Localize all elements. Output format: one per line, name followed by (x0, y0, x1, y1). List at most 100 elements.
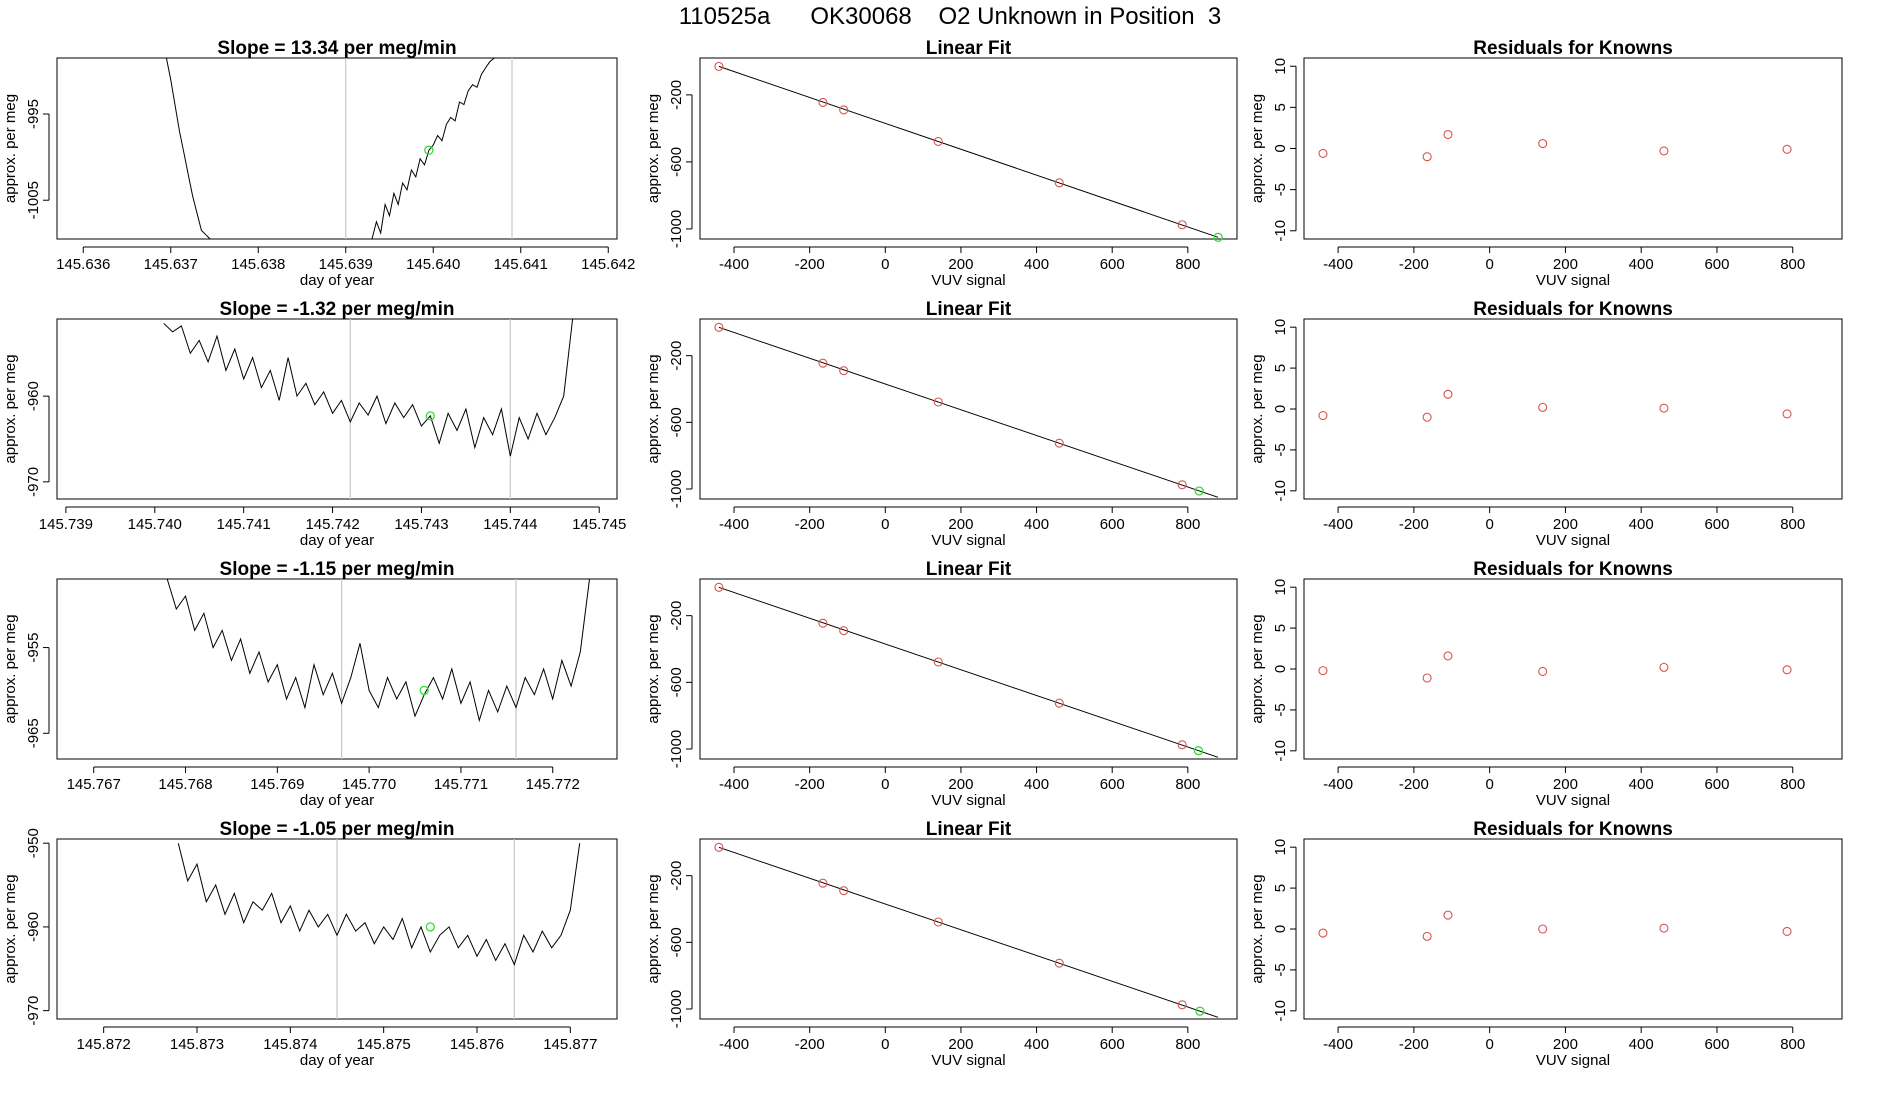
r3-resid-known-point (1538, 666, 1548, 677)
r1-resid-known-point (1318, 148, 1328, 158)
r3-resid-known-point (1659, 662, 1669, 672)
r4-trace-x-tick-label: 145.877 (543, 1036, 597, 1053)
r1-resid-xlabel: VUV signal (1536, 272, 1610, 289)
r1-trace-x-tick-label: 145.641 (494, 256, 548, 273)
r4-fit-known-point (714, 842, 724, 852)
r3-trace-title: Slope = -1.15 per meg/min (220, 559, 455, 580)
r1-trace-xlabel: day of year (300, 272, 374, 289)
r1-fit-ylabel: approx. per meg (645, 94, 662, 203)
r1-fit-known-point (1177, 220, 1187, 230)
r2-fit-x-tick-label: -200 (795, 516, 825, 533)
r3-resid-known-point (1318, 666, 1328, 676)
r1-trace-unknown-point (424, 145, 434, 155)
r4-trace-x-tick-label: 145.873 (170, 1036, 224, 1053)
r3-resid-x-tick-label: -400 (1323, 776, 1353, 793)
r2-trace-x-tick-label: 145.740 (128, 516, 182, 533)
r1-resid-y-tick-label: 5 (1272, 103, 1289, 111)
r3-resid-y-tick-label: 0 (1272, 665, 1289, 673)
r1-fit-x-tick-label: 600 (1100, 256, 1125, 273)
r2-resid-y-tick-label: 10 (1272, 319, 1289, 336)
r3-resid-y-tick-label: 10 (1272, 579, 1289, 596)
r3-resid-x-tick-label: 200 (1553, 776, 1578, 793)
r2-resid-x-tick-label: 600 (1704, 516, 1729, 533)
r3-resid-ylabel: approx. per meg (1249, 614, 1266, 723)
r4-trace-unknown-point (425, 922, 435, 932)
r3-trace-trace-line (166, 579, 590, 723)
r2-trace-x-tick-label: 145.744 (483, 516, 537, 533)
r4-fit-fit-line (718, 846, 1219, 1018)
r3-trace-x-tick-label: 145.768 (158, 776, 212, 793)
page-title: 110525a OK30068 O2 Unknown in Position 3 (678, 3, 1222, 30)
r1-trace-x-tick-label: 145.637 (144, 256, 198, 273)
r2-resid-x-tick-label: -200 (1399, 516, 1429, 533)
r3-trace-x-tick-label: 145.772 (526, 776, 580, 793)
r2-trace-x-tick-label: 145.739 (39, 516, 93, 533)
r4-resid-x-tick-label: 0 (1485, 1036, 1493, 1053)
r2-fit-frame (699, 318, 1238, 500)
r2-fit-known-point (933, 397, 943, 407)
r1-fit-x-tick-label: 400 (1024, 256, 1049, 273)
r2-fit-x-tick-label: 0 (881, 516, 889, 533)
r4-fit-x-tick-label: -400 (719, 1036, 749, 1053)
r3-fit-title: Linear Fit (926, 559, 1012, 580)
r3-fit-x-tick-label: 400 (1024, 776, 1049, 793)
r2-resid-y-tick-label: -5 (1272, 443, 1289, 456)
r2-trace-unknown-point (425, 411, 435, 421)
r2-fit-x-tick-label: 800 (1175, 516, 1200, 533)
r1-fit-known-point (1054, 178, 1064, 188)
r3-fit-known-point (839, 626, 849, 636)
r1-resid-x-tick-label: -200 (1399, 256, 1429, 273)
r3-fit-x-tick-label: -200 (795, 776, 825, 793)
r1-resid-known-point (1538, 139, 1548, 149)
r2-trace-x-tick-label: 145.745 (572, 516, 626, 533)
r3-fit-fit-line (718, 586, 1219, 758)
r1-resid-x-tick-label: -400 (1323, 256, 1353, 273)
r3-resid-x-tick-label: 800 (1780, 776, 1805, 793)
r4-resid-y-tick-label: -10 (1272, 1000, 1289, 1022)
r2-fit-known-point (839, 366, 849, 376)
r1-fit-known-point (933, 136, 943, 147)
r4-resid-known-point (1538, 924, 1548, 934)
r1-fit-x-tick-label: -400 (719, 256, 749, 273)
r1-resid-y-tick-label: 0 (1272, 144, 1289, 152)
r3-resid-x-tick-label: 400 (1629, 776, 1654, 793)
r2-trace-frame (56, 318, 618, 500)
r2-fit-ylabel: approx. per meg (645, 354, 662, 463)
r3-fit-x-tick-label: 0 (881, 776, 889, 793)
r1-resid-x-tick-label: 600 (1704, 256, 1729, 273)
r2-resid-frame (1303, 318, 1843, 500)
r2-fit-y-tick-label: -1000 (668, 470, 685, 508)
r4-resid-y-tick-label: 5 (1272, 884, 1289, 892)
r2-fit-title: Linear Fit (926, 299, 1012, 320)
r2-fit-known-point (818, 358, 828, 368)
r1-resid-known-point (1659, 146, 1669, 156)
r3-trace-x-tick-label: 145.769 (250, 776, 304, 793)
r4-resid-x-tick-label: 200 (1553, 1036, 1578, 1053)
r2-fit-y-tick-label: -200 (668, 341, 685, 371)
r1-fit-y-tick-label: -600 (668, 147, 685, 177)
r4-trace-trace-line (177, 843, 581, 967)
r2-trace-title: Slope = -1.32 per meg/min (220, 299, 455, 320)
r4-trace-y-tick-label: -950 (25, 828, 42, 858)
r4-fit-x-tick-label: 800 (1175, 1036, 1200, 1053)
r4-trace-x-tick-label: 145.875 (357, 1036, 411, 1053)
r3-fit-x-tick-label: 600 (1100, 776, 1125, 793)
r4-fit-y-tick-label: -1000 (668, 990, 685, 1028)
r3-fit-known-point (1054, 698, 1064, 708)
r2-resid-xlabel: VUV signal (1536, 532, 1610, 549)
r1-trace-frame (56, 57, 618, 240)
r4-fit-known-point (933, 917, 943, 927)
r1-fit-x-tick-label: 800 (1175, 256, 1200, 273)
r4-trace-title: Slope = -1.05 per meg/min (220, 819, 455, 840)
r4-fit-known-point (1054, 958, 1064, 968)
r1-resid-known-point (1422, 152, 1432, 162)
r2-resid-y-tick-label: 5 (1272, 364, 1289, 372)
r3-trace-x-tick-label: 145.767 (67, 776, 121, 793)
r2-resid-title: Residuals for Knowns (1473, 299, 1673, 320)
r3-trace-xlabel: day of year (300, 792, 374, 809)
r4-resid-x-tick-label: 400 (1629, 1036, 1654, 1053)
r4-trace-x-tick-label: 145.876 (450, 1036, 504, 1053)
r2-fit-xlabel: VUV signal (931, 532, 1005, 549)
r1-trace-trace-line (371, 58, 495, 239)
r2-resid-known-point (1538, 402, 1548, 412)
